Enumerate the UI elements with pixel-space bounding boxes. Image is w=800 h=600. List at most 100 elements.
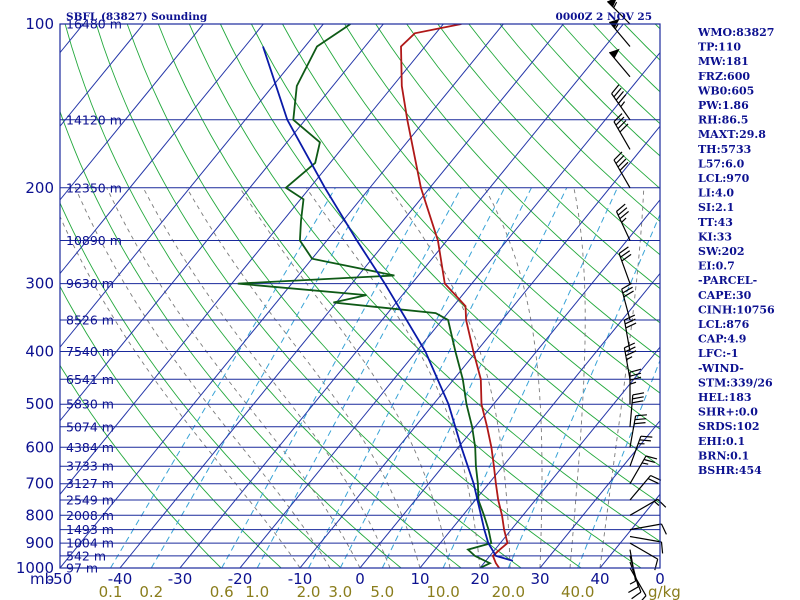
- index-value: MAXT:29.8: [698, 128, 766, 141]
- isotherm: [0, 12, 33, 580]
- wind-barb-full: [617, 120, 627, 130]
- wind-barb-staff: [618, 253, 631, 284]
- wind-barb-full: [621, 282, 632, 290]
- mixing-ratio-label: 1.0: [245, 583, 269, 600]
- wind-barb-full: [643, 458, 656, 463]
- temperature-tick-label: -20: [228, 570, 253, 588]
- mixing-ratio-label: 0.1: [99, 583, 123, 600]
- wind-barb-full: [615, 91, 624, 101]
- wind-barb-staff: [615, 211, 631, 241]
- wind-barb-full: [624, 342, 636, 349]
- wind-barb-full: [622, 286, 633, 294]
- wind-barb-full: [629, 372, 642, 377]
- pressure-tick-label: 400: [25, 343, 54, 361]
- isotherm: [60, 24, 144, 128]
- moist-adiabat: [74, 187, 331, 568]
- wind-barb-full: [616, 203, 626, 212]
- height-label: 7540 m: [66, 344, 114, 359]
- index-value: -WIND-: [698, 362, 744, 375]
- mixing-ratio-label: 3.0: [328, 583, 352, 600]
- mixing-ratio-label: 5.0: [370, 583, 394, 600]
- wind-barb-full: [631, 400, 644, 404]
- wind-barb-full: [615, 116, 625, 126]
- isotherm: [599, 493, 660, 568]
- moist-adiabat: [484, 187, 543, 568]
- dry-adiabat: [375, 24, 660, 324]
- index-value: EI:0.7: [698, 260, 735, 273]
- dry-adiabat: [126, 24, 582, 568]
- index-value: LCL:876: [698, 318, 750, 331]
- temperature-tick-label: 20: [470, 570, 489, 588]
- parcel-line: [262, 46, 514, 562]
- pressure-tick-label: 700: [25, 475, 54, 493]
- height-label: 12350 m: [66, 180, 122, 195]
- pressure-tick-label: 500: [25, 395, 54, 413]
- height-label: 5830 m: [66, 397, 114, 412]
- height-label: 1493 m: [66, 522, 114, 537]
- wind-barb-full: [619, 123, 629, 133]
- index-value: KI:33: [698, 230, 732, 243]
- wind-barb: [629, 498, 667, 516]
- mixing-ratio-line: [381, 187, 568, 568]
- dry-adiabat: [60, 285, 282, 568]
- wind-barb-staff: [629, 415, 637, 448]
- height-label: 9630 m: [66, 276, 114, 291]
- wind-barb-flag: [609, 18, 620, 29]
- index-value: SW:202: [698, 245, 745, 258]
- dry-adiabat: [406, 24, 660, 290]
- temperature-tick-label: 0: [655, 570, 665, 588]
- mixing-ratio-label: 20.0: [492, 583, 525, 600]
- wind-barb: [629, 474, 662, 501]
- wind-barb-half: [653, 500, 660, 506]
- temperature-tick-label: -30: [168, 570, 193, 588]
- wind-barb-full: [632, 396, 644, 400]
- dry-adiabat: [779, 24, 800, 580]
- wind-barb-half: [629, 580, 636, 585]
- index-value: WB0:605: [697, 84, 754, 97]
- wind-barb-full: [635, 414, 647, 417]
- wind-barb: [621, 282, 634, 321]
- height-label: 97 m: [66, 561, 98, 576]
- wind-barb: [629, 523, 667, 535]
- wind-barb-staff: [613, 159, 631, 189]
- isotherm: [419, 272, 660, 568]
- dry-adiabat: [95, 24, 522, 568]
- wind-barb-full: [660, 541, 664, 554]
- moist-adiabat: [142, 187, 391, 568]
- index-value: CAP:4.9: [698, 333, 746, 346]
- pressure-tick-label: 600: [25, 438, 54, 456]
- pressure-tick-label: 800: [25, 506, 54, 524]
- isotherm: [359, 199, 660, 568]
- wind-barb: [608, 48, 631, 78]
- dry-adiabat: [60, 110, 402, 568]
- temperature-tick-label: -40: [108, 570, 133, 588]
- wind-barb-full: [623, 290, 634, 298]
- mixing-ratio-label: 10.0: [426, 583, 459, 600]
- index-value: BRN:0.1: [698, 449, 749, 462]
- isotherm: [60, 24, 324, 348]
- temperature-tick-label: 0: [355, 570, 365, 588]
- wind-barb-full: [647, 478, 659, 484]
- dry-adiabat: [188, 24, 660, 542]
- wind-barb-half: [613, 1, 618, 8]
- isotherm: [60, 24, 384, 422]
- index-value: HEL:183: [698, 391, 752, 404]
- wind-barb: [611, 84, 631, 121]
- wind-barb-full: [657, 498, 667, 508]
- pressure-tick-label: 200: [25, 179, 54, 197]
- wind-barb-staff: [608, 21, 631, 47]
- wind-barb-full: [621, 253, 632, 262]
- index-value: TH:5733: [698, 143, 751, 156]
- index-value: RH:86.5: [698, 114, 748, 127]
- dry-adiabat: [251, 24, 660, 467]
- wind-barb: [629, 535, 664, 554]
- wind-barbs: [606, 0, 667, 600]
- wind-barb-full: [634, 422, 646, 425]
- index-value: SRDS:102: [698, 420, 760, 433]
- dry-adiabat: [344, 24, 660, 359]
- wind-barb: [629, 368, 642, 405]
- mixing-ratio-label: 2.0: [297, 583, 321, 600]
- dry-adiabat: [592, 24, 660, 93]
- moist-adiabat: [106, 187, 361, 568]
